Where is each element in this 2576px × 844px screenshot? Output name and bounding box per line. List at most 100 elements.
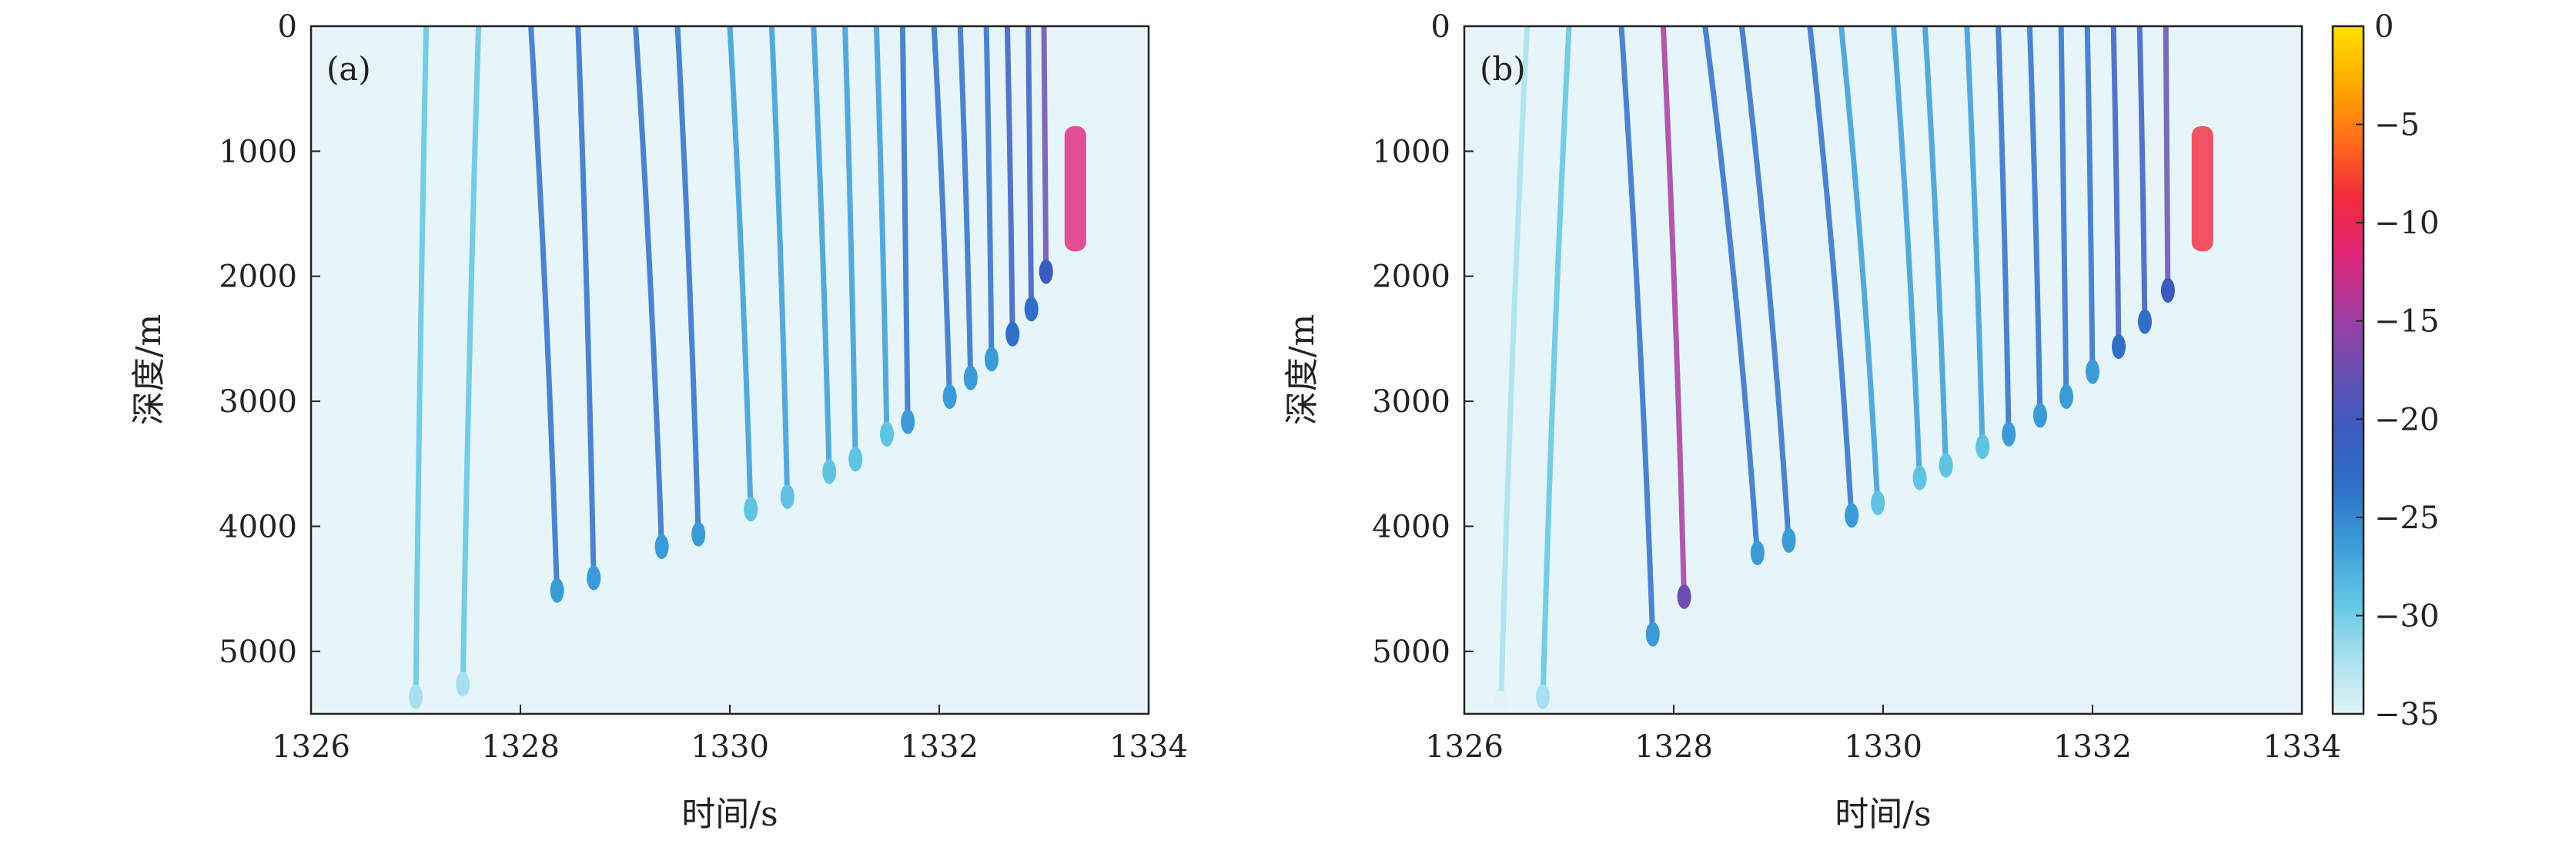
arrival-branch: [2058, 26, 2069, 404]
arrival-branch: [873, 26, 890, 442]
arrival-turning-point: [1939, 453, 1953, 478]
arrival-turning-point: [1750, 541, 1765, 566]
arrival-turning-point: [985, 347, 999, 372]
arrival-branch: [983, 26, 995, 367]
y-tick-label: 5000: [219, 635, 297, 670]
arrival-branch: [2110, 26, 2122, 354]
arrival-branch: [727, 26, 754, 517]
arrival-branch: [1618, 26, 1656, 642]
arrival-branch: [957, 26, 974, 386]
arrival-branch: [633, 26, 665, 554]
arrival-turning-point: [2002, 421, 2016, 447]
colorbar-tick-label: −30: [2374, 598, 2439, 634]
arrival-branch: [1891, 26, 1923, 486]
colorbar-tick-label: −15: [2374, 304, 2439, 340]
y-ticks-b: 0 1000 2000 3000 4000 5000: [1372, 9, 1474, 670]
x-tick-label: 1328: [1634, 729, 1713, 765]
panel-b: 1326 1328 1330 1332 1334 0 1000 2000 3000 4000 50…: [1283, 9, 2341, 834]
colorbar-tick-label: 0: [2374, 9, 2394, 45]
arrival-turning-point: [848, 447, 863, 472]
arrival-branch: [528, 26, 560, 598]
arrival-branch: [413, 26, 430, 705]
y-tick-label: 1000: [1372, 134, 1450, 169]
colorbar-ticks: 0 −5 −10 −15 −20 −25 −30 −35: [2356, 9, 2439, 732]
colorbar: 0 −5 −10 −15 −20 −25 −30 −35: [2331, 9, 2439, 732]
y-tick-label: 3000: [219, 384, 297, 420]
x-ticks-a: 1326 1328 1330 1332 1334: [272, 705, 1188, 765]
y-tick-label: 2000: [219, 260, 297, 295]
convergence-zone: [2191, 126, 2213, 252]
arrival-turning-point: [409, 684, 423, 709]
arrival-turning-point: [550, 578, 564, 603]
colorbar-tick-label: −20: [2374, 402, 2439, 437]
arrival-turning-point: [1912, 465, 1927, 491]
colorbar-tick-label: −25: [2374, 501, 2439, 536]
panel-a: 1326 1328 1330 1332 1334 0 1000 2000 3000 4000 50…: [129, 9, 1188, 834]
arrival-turning-point: [2112, 334, 2126, 360]
arrival-turning-point: [2138, 309, 2152, 334]
arrival-turning-point: [901, 409, 915, 434]
arrival-branch: [1807, 26, 1855, 523]
colorbar-tick-label: −35: [2374, 697, 2439, 732]
arrival-branch: [2084, 26, 2096, 380]
arrival-turning-point: [963, 365, 978, 390]
y-tick-label: 1000: [219, 134, 297, 169]
panel-label-b: (b): [1480, 50, 1526, 88]
arrival-branch: [1702, 26, 1761, 561]
x-tick-label: 1334: [1109, 729, 1188, 765]
arrivals-b: [1494, 26, 2213, 714]
x-tick-label: 1328: [481, 729, 560, 765]
arrival-turning-point: [744, 497, 758, 522]
arrival-branch: [1922, 26, 1949, 473]
x-axis-title-b: 时间/s: [1835, 795, 1931, 834]
x-tick-label: 1326: [1425, 729, 1504, 765]
arrival-branch: [1738, 26, 1792, 548]
y-tick-label: 4000: [219, 509, 297, 544]
arrival-turning-point: [1975, 434, 1990, 460]
arrival-branch: [931, 26, 953, 404]
arrival-branch: [2026, 26, 2043, 423]
arrival-branch: [768, 26, 791, 504]
plot-area-a: [311, 26, 1149, 714]
y-axis-title-b: 深度/m: [1283, 314, 1322, 426]
arrival-turning-point: [1039, 259, 1053, 284]
arrival-turning-point: [1781, 528, 1796, 553]
arrival-turning-point: [1005, 321, 1020, 347]
arrivals-a: [409, 26, 1086, 709]
arrival-branch: [842, 26, 858, 467]
x-ticks-b: 1326 1328 1330 1332 1334: [1425, 705, 2341, 765]
arrival-branch: [1964, 26, 1986, 454]
x-tick-label: 1326: [272, 729, 350, 765]
y-tick-label: 2000: [1372, 260, 1450, 295]
arrival-branch: [1996, 26, 2012, 442]
arrival-turning-point: [654, 534, 669, 559]
arrival-branch: [1660, 26, 1688, 605]
y-tick-label: 0: [1431, 9, 1450, 45]
arrival-turning-point: [1677, 584, 1691, 609]
y-tick-label: 4000: [1372, 509, 1450, 544]
arrival-branch: [460, 26, 482, 692]
colorbar-tick-label: −10: [2374, 206, 2439, 241]
arrival-branch: [674, 26, 701, 542]
arrival-turning-point: [456, 672, 470, 697]
arrival-turning-point: [1536, 684, 1550, 709]
arrival-turning-point: [587, 565, 601, 591]
colorbar-tick-label: −5: [2374, 108, 2420, 143]
arrival-turning-point: [822, 459, 837, 484]
arrival-turning-point: [2086, 359, 2099, 384]
x-tick-label: 1330: [691, 729, 769, 765]
x-tick-label: 1332: [900, 729, 979, 765]
y-tick-label: 3000: [1372, 384, 1450, 420]
colorbar-strip: [2331, 25, 2365, 715]
arrival-turning-point: [780, 484, 795, 509]
y-tick-label: 0: [278, 9, 297, 45]
arrival-branch: [899, 26, 911, 430]
arrival-turning-point: [1845, 503, 1859, 528]
x-axis-title-a: 时间/s: [681, 795, 778, 834]
arrival-turning-point: [2059, 384, 2073, 410]
arrival-turning-point: [880, 421, 894, 447]
arrival-branch: [1498, 26, 1531, 711]
arrival-branch: [1540, 26, 1572, 705]
arrival-turning-point: [1645, 621, 1660, 647]
y-axis-title-a: 深度/m: [129, 314, 169, 426]
